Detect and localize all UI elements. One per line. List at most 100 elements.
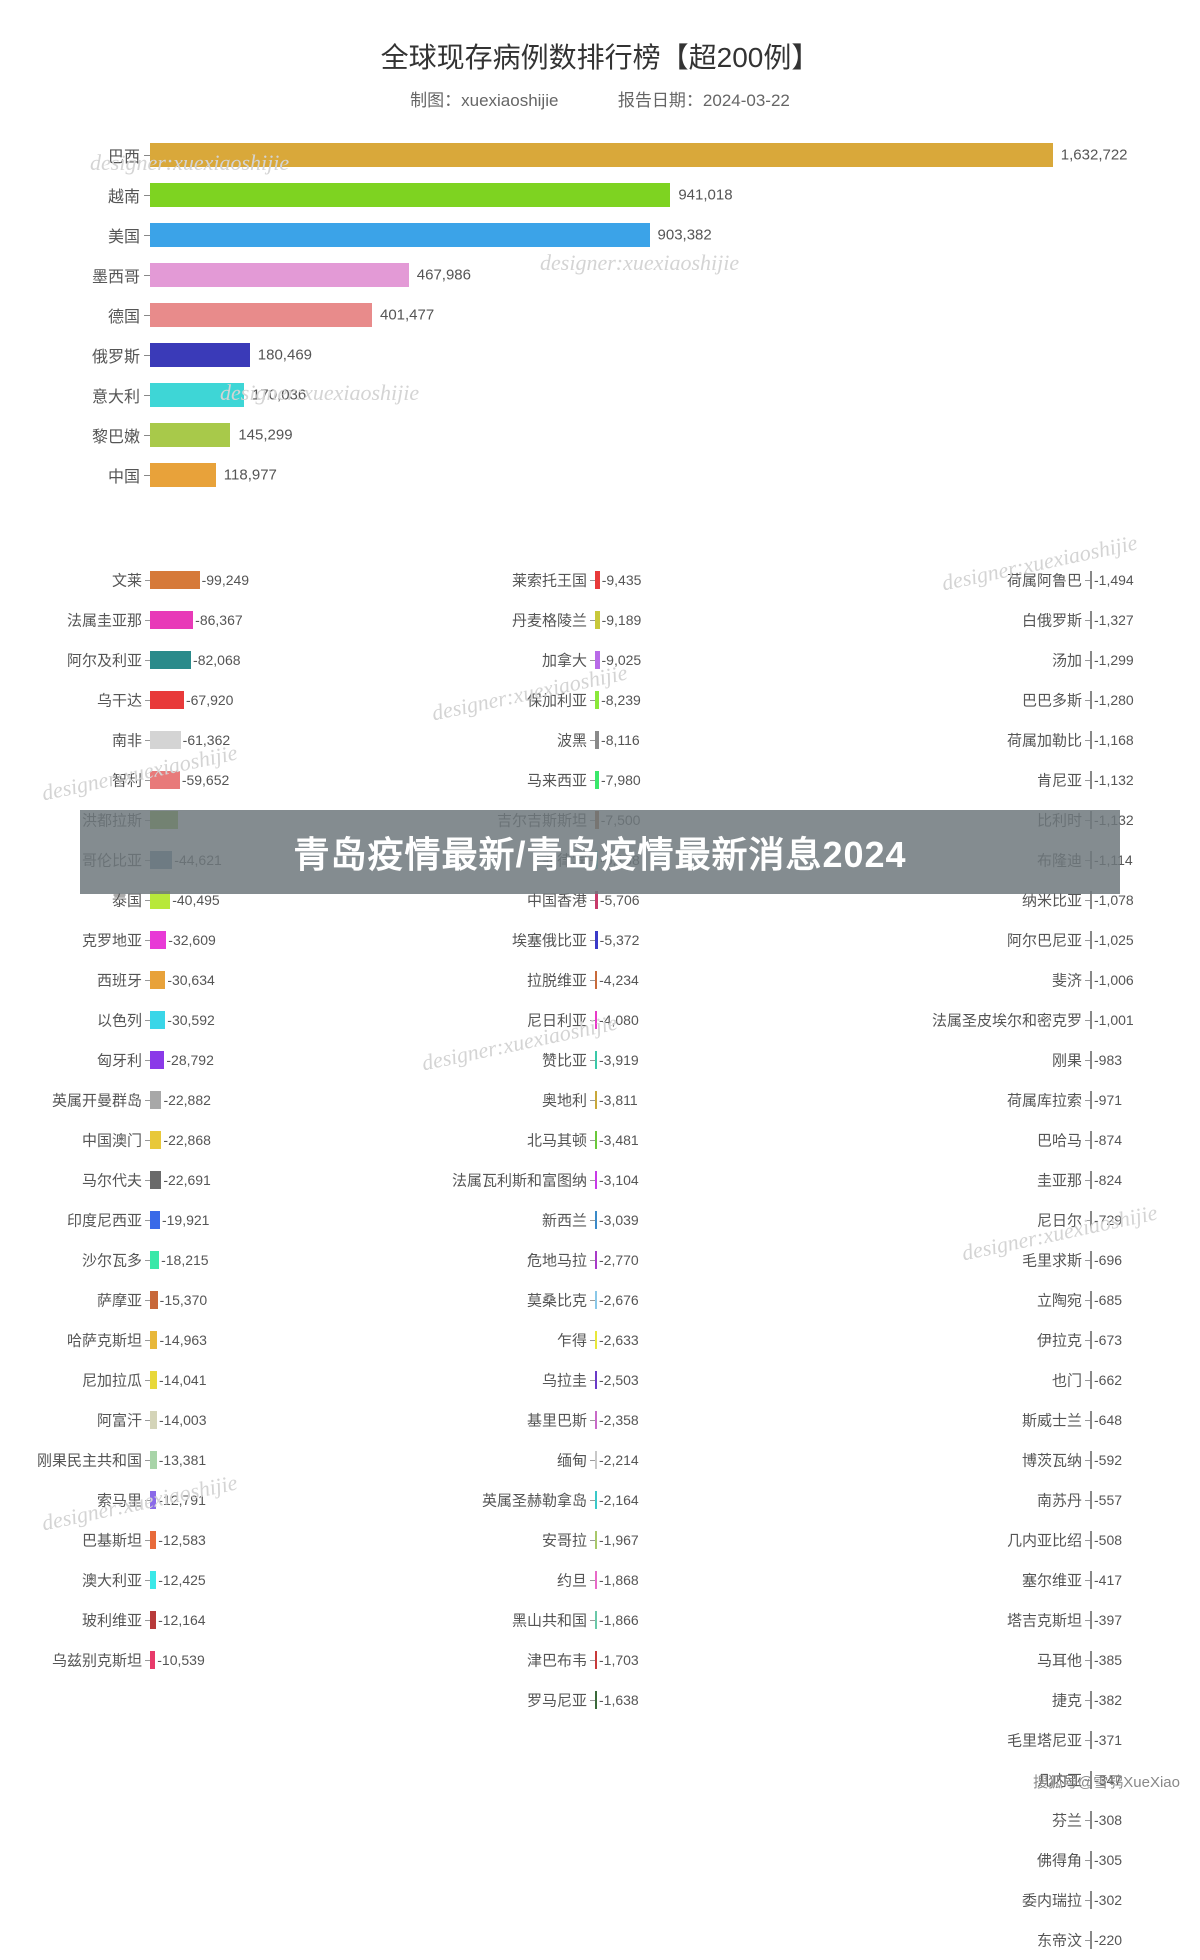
bar-label: 巴基斯坦 — [0, 1530, 142, 1551]
bar-label: 尼日尔 — [800, 1210, 1082, 1231]
bar-label: 乌拉圭 — [400, 1370, 587, 1391]
bar — [150, 1291, 158, 1309]
bar-value: -648 — [1094, 1412, 1122, 1428]
bar — [150, 423, 230, 447]
bar-label: 荷属加勒比 — [800, 730, 1082, 751]
bar-value: -2,358 — [599, 1412, 639, 1428]
bar-row: 南苏丹-557 — [800, 1480, 1200, 1520]
bar — [150, 691, 184, 709]
bar-value: -1,132 — [1094, 772, 1134, 788]
bar — [150, 931, 166, 949]
bar-label: 新西兰 — [400, 1210, 587, 1231]
bar-value: -32,609 — [168, 932, 215, 948]
bar — [595, 1171, 597, 1189]
bar-label: 肯尼亚 — [800, 770, 1082, 791]
bar-value: -14,041 — [159, 1372, 206, 1388]
bar-row: 法属瓦利斯和富图纳-3,104 — [400, 1160, 800, 1200]
bar-row: 埃塞俄比亚-5,372 — [400, 920, 800, 960]
bar-row: 加拿大-9,025 — [400, 640, 800, 680]
bar-label: 英属开曼群岛 — [0, 1090, 142, 1111]
bar-row: 法属圣皮埃尔和密克罗-1,001 — [800, 1000, 1200, 1040]
bar-row: 墨西哥467,986 — [150, 255, 1170, 295]
bar-value: -2,503 — [599, 1372, 639, 1388]
bar — [150, 1091, 161, 1109]
bar — [595, 1531, 597, 1549]
bar-label: 罗马尼亚 — [400, 1690, 587, 1711]
bar-label: 基里巴斯 — [400, 1410, 587, 1431]
bar — [150, 1171, 161, 1189]
bar-row: 白俄罗斯-1,327 — [800, 600, 1200, 640]
bar — [1090, 571, 1092, 589]
bar — [595, 1451, 597, 1469]
bar-value: -99,249 — [202, 572, 249, 588]
bar-row: 赞比亚-3,919 — [400, 1040, 800, 1080]
bar-label: 英属圣赫勒拿岛 — [400, 1490, 587, 1511]
bar — [1090, 1251, 1092, 1269]
bar — [1090, 731, 1092, 749]
bar-label: 几内亚比绍 — [800, 1530, 1082, 1551]
bar-value: -2,633 — [599, 1332, 639, 1348]
bar-value: -3,811 — [599, 1092, 638, 1108]
bar-row: 基里巴斯 -2,358 — [400, 1400, 800, 1440]
bar — [1090, 1331, 1092, 1349]
bar-label: 克罗地亚 — [0, 930, 142, 951]
bar — [150, 731, 181, 749]
bar — [595, 1011, 597, 1029]
bar — [595, 1051, 597, 1069]
bar — [1090, 1091, 1092, 1109]
bar-value: -7,980 — [601, 772, 641, 788]
bar — [150, 1011, 165, 1029]
bar — [150, 971, 165, 989]
bar — [595, 571, 600, 589]
bar — [1090, 1851, 1092, 1869]
bar — [595, 1371, 597, 1389]
bar-row: 委内瑞拉-302 — [800, 1880, 1200, 1920]
bar-row: 捷克-382 — [800, 1680, 1200, 1720]
bar-row: 芬兰-308 — [800, 1800, 1200, 1840]
bar-value: -15,370 — [160, 1292, 207, 1308]
bar-row: 马耳他-385 — [800, 1640, 1200, 1680]
bar — [595, 731, 599, 749]
bar-label: 刚果 — [800, 1050, 1082, 1071]
bar-row: 莱索托王国-9,435 — [400, 560, 800, 600]
bar-label: 埃塞俄比亚 — [400, 930, 587, 951]
bar-label: 圭亚那 — [800, 1170, 1082, 1191]
bar-value: -2,770 — [599, 1252, 639, 1268]
bar-label: 巴西 — [10, 143, 150, 167]
bar-label: 斯威士兰 — [800, 1410, 1082, 1431]
bar-label: 斐济 — [800, 970, 1082, 991]
bar — [595, 1651, 597, 1669]
bar-label: 赞比亚 — [400, 1050, 587, 1071]
bar — [595, 1331, 597, 1349]
bar-label: 芬兰 — [800, 1810, 1082, 1831]
bar-row: 巴基斯坦-12,583 — [0, 1520, 400, 1560]
bar-row: 缅甸-2,214 — [400, 1440, 800, 1480]
bar — [150, 1651, 155, 1669]
bar-value: -417 — [1094, 1572, 1122, 1588]
bar-row: 德国401,477 — [150, 295, 1170, 335]
bar — [595, 691, 599, 709]
bar — [595, 931, 598, 949]
bar-value: -874 — [1094, 1132, 1122, 1148]
bar-label: 拉脱维亚 — [400, 970, 587, 991]
bar — [1090, 1451, 1092, 1469]
bar — [595, 971, 597, 989]
bar-value: -40,495 — [172, 892, 219, 908]
bar-label: 马来西亚 — [400, 770, 587, 791]
bar — [1090, 1931, 1092, 1949]
bar — [1090, 1531, 1092, 1549]
bar-label: 美国 — [10, 223, 150, 247]
bar-value: -10,539 — [157, 1652, 204, 1668]
bar — [1090, 1291, 1092, 1309]
bar-value: -9,025 — [602, 652, 642, 668]
bar-label: 法属圭亚那 — [0, 610, 142, 631]
bar-row: 塞尔维亚-417 — [800, 1560, 1200, 1600]
bar-value: -971 — [1094, 1092, 1122, 1108]
bar-value: -983 — [1094, 1052, 1122, 1068]
bar-label: 塔吉克斯坦 — [800, 1610, 1082, 1631]
bar — [150, 1451, 157, 1469]
bar-value: -592 — [1094, 1452, 1122, 1468]
overlay-banner: 青岛疫情最新/青岛疫情最新消息2024 — [80, 810, 1120, 894]
bar-value: -2,164 — [599, 1492, 639, 1508]
bar — [150, 1611, 156, 1629]
